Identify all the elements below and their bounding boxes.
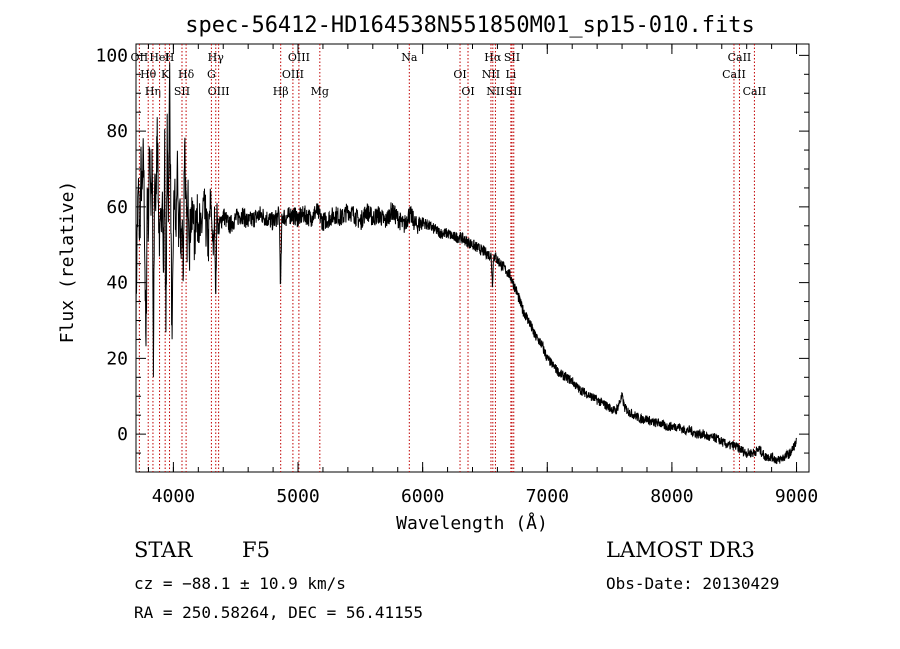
x-tick-label: 8000 [650,486,693,507]
y-tick-label: 20 [106,348,128,369]
spectral-line-label: SII [506,85,522,98]
spectral-line-label: OIII [282,68,304,81]
spectral-line-label: CaII [728,51,752,64]
x-axis-label: Wavelength (Å) [396,512,548,534]
spectral-line-label: Hβ [273,85,289,98]
x-tick-label: 7000 [526,486,569,507]
obs-date: Obs-Date: 20130429 [606,574,780,593]
spectral-line-label: OII [131,51,149,64]
spectral-line-label: CaII [743,85,767,98]
spectral-line-label: H [165,51,175,64]
spectral-line-label: Hθ [140,68,157,81]
y-tick-label: 60 [106,197,128,218]
x-tick-label: 6000 [401,486,444,507]
spectral-line-label: Na [401,51,418,64]
spectral-line-label: Hγ [208,51,225,64]
x-tick-label: 5000 [276,486,319,507]
spectral-line-label: NII [482,68,500,81]
spectral-line-label: OI [461,85,474,98]
spectral-line-label: SII [504,51,520,64]
spectral-line-label: NII [486,85,504,98]
spectral-line-label: OIII [288,51,310,64]
spectral-line-markers: OII Hθ Hη HeI K SII HHδ OIII Hγ G Hβ OIII OIII Mg Na OI… [131,44,767,472]
y-tick-label: 100 [95,45,128,66]
spectral-line-label: Hα [484,51,502,64]
chart-title: spec-56412-HD164538N551850M01_sp15-010.f… [185,13,755,38]
spectral-line-label: Li [505,68,516,81]
plot-frame [135,43,810,473]
spectral-line-label: HeI [149,51,169,64]
x-tick-label: 4000 [152,486,195,507]
spectral-line-label: K [161,68,170,81]
spectral-line-label: CaII [722,68,746,81]
object-subclass: F5 [242,538,270,562]
x-tick-label: 9000 [775,486,818,507]
survey-name: LAMOST DR3 [606,538,755,562]
axis-ticks: 4000 5000 6000 7000 8000 9000 0 20 40 60 80 100 [95,44,818,507]
y-tick-label: 80 [106,121,128,142]
flux-series-line [135,62,797,465]
ra-dec: RA = 250.58264, DEC = 56.41155 [134,603,423,622]
spectral-line-label: Hδ [178,68,195,81]
spectral-line-label: Hη [145,85,161,98]
y-tick-label: 40 [106,273,128,294]
spectral-line-label: OIII [208,85,230,98]
spectral-line-label: G [207,68,216,81]
spectral-line-label: OI [453,68,466,81]
redshift-cz: cz = −88.1 ± 10.9 km/s [134,574,346,593]
object-class: STAR [134,538,193,562]
y-tick-label: 0 [117,424,128,445]
spectral-line-label: Mg [311,85,329,98]
y-axis-label: Flux (relative) [57,181,78,344]
spectral-line-label: SII [174,85,190,98]
